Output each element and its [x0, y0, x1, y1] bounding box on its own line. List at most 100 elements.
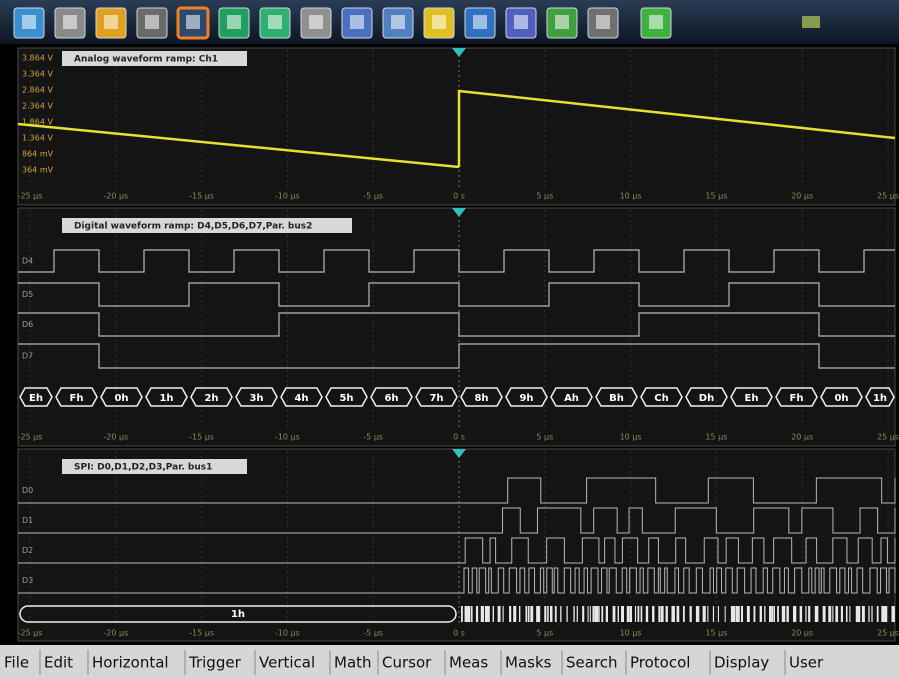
bus-activity	[884, 606, 888, 622]
time-label: -20 µs	[103, 629, 128, 638]
menu-item[interactable]: Protocol	[630, 654, 690, 672]
menu-item[interactable]: Display	[714, 654, 769, 672]
analog-trace	[457, 89, 896, 167]
panel-title-tab	[62, 51, 247, 66]
bus-activity	[621, 606, 625, 622]
bus-activity	[502, 606, 504, 622]
channel-label: D2	[22, 546, 33, 555]
digital-trace	[18, 507, 896, 534]
time-label: 10 µs	[620, 192, 642, 201]
bus-value: 9h	[519, 393, 533, 404]
time-label: -20 µs	[103, 192, 128, 201]
time-label: -15 µs	[189, 192, 214, 201]
menu-item[interactable]: File	[4, 654, 29, 672]
toolbar-icon	[555, 15, 569, 29]
bus-segment	[19, 387, 53, 407]
bus-value: 1h	[231, 609, 245, 620]
time-label: -25 µs	[18, 192, 43, 201]
bus-activity	[868, 606, 870, 622]
time-label: 25 µs	[877, 192, 899, 201]
time-label: -5 µs	[363, 629, 383, 638]
bus-activity	[589, 606, 591, 622]
bus-segment	[505, 387, 548, 407]
bus-segment	[865, 387, 895, 407]
bus-activity	[746, 606, 750, 622]
bus-activity	[518, 606, 521, 622]
bus-activity	[576, 606, 578, 622]
bus-segment	[685, 387, 728, 407]
channel-label: D6	[22, 320, 33, 329]
menu-item[interactable]: User	[789, 654, 824, 672]
time-label: 5 µs	[536, 629, 553, 638]
toolbar-icon	[227, 15, 241, 29]
menu-item[interactable]: Search	[566, 654, 618, 672]
digital-trace	[18, 282, 895, 307]
menu-bar	[0, 645, 899, 678]
bus-activity	[538, 606, 541, 622]
channel-label: D4	[22, 257, 33, 266]
bus-activity	[665, 606, 668, 622]
bus-activity	[487, 606, 490, 622]
bus-activity	[470, 606, 473, 622]
bus-activity	[658, 606, 661, 622]
bus-activity	[849, 606, 851, 622]
bus-activity	[652, 606, 655, 622]
bus-activity	[737, 606, 740, 622]
bus-activity	[598, 606, 600, 622]
bus-segment	[280, 387, 323, 407]
bus-value: Bh	[609, 393, 624, 404]
bus-value: Ah	[564, 393, 579, 404]
trigger-marker	[452, 48, 466, 57]
bus-activity	[689, 606, 692, 622]
time-label: -5 µs	[363, 433, 383, 442]
bus-activity	[661, 606, 664, 622]
bus-value: 7h	[429, 393, 443, 404]
menu-item[interactable]: Cursor	[382, 654, 432, 672]
bus-value: 0h	[834, 393, 848, 404]
bus-activity	[764, 606, 766, 622]
panel-title: Analog waveform ramp: Ch1	[74, 55, 218, 65]
bus-activity	[808, 606, 811, 622]
bus-activity	[513, 606, 517, 622]
time-label: 25 µs	[877, 629, 899, 638]
bus-activity	[530, 606, 534, 622]
bus-value: Eh	[745, 393, 759, 404]
menu-item[interactable]: Masks	[505, 654, 552, 672]
time-label: -10 µs	[275, 433, 300, 442]
menu-item[interactable]: Trigger	[188, 654, 242, 672]
bus-value: 1h	[873, 393, 887, 404]
digital-trace	[18, 312, 895, 337]
bus-activity	[536, 606, 539, 622]
bus-activity	[832, 606, 834, 622]
menu-item[interactable]: Meas	[449, 654, 488, 672]
bus-activity	[814, 606, 818, 622]
menu-item[interactable]: Horizontal	[92, 654, 169, 672]
menu-item[interactable]: Vertical	[259, 654, 315, 672]
bus-activity	[712, 606, 715, 622]
bus-segment	[55, 387, 98, 407]
time-label: 10 µs	[620, 433, 642, 442]
toolbar-icon	[649, 15, 663, 29]
time-label: 5 µs	[536, 433, 553, 442]
menu-item[interactable]: Math	[334, 654, 372, 672]
bus-segment	[145, 387, 188, 407]
bus-activity	[640, 606, 643, 622]
toolbar-icon	[309, 15, 323, 29]
time-label: 0 s	[453, 192, 465, 201]
bus-activity	[549, 606, 553, 622]
bus-activity	[777, 606, 779, 622]
digital-trace	[18, 343, 895, 369]
bus-activity	[786, 606, 789, 622]
bus-activity	[740, 606, 744, 622]
bus-activity	[792, 606, 797, 622]
menu-item[interactable]: Edit	[44, 654, 73, 672]
bus-value: Fh	[70, 393, 84, 404]
toolbar-icon	[145, 15, 159, 29]
time-label: 5 µs	[536, 192, 553, 201]
bus-activity	[724, 606, 726, 622]
bus-activity	[601, 606, 604, 622]
time-label: 25 µs	[877, 433, 899, 442]
bus-activity	[676, 606, 680, 622]
time-label: -10 µs	[275, 192, 300, 201]
